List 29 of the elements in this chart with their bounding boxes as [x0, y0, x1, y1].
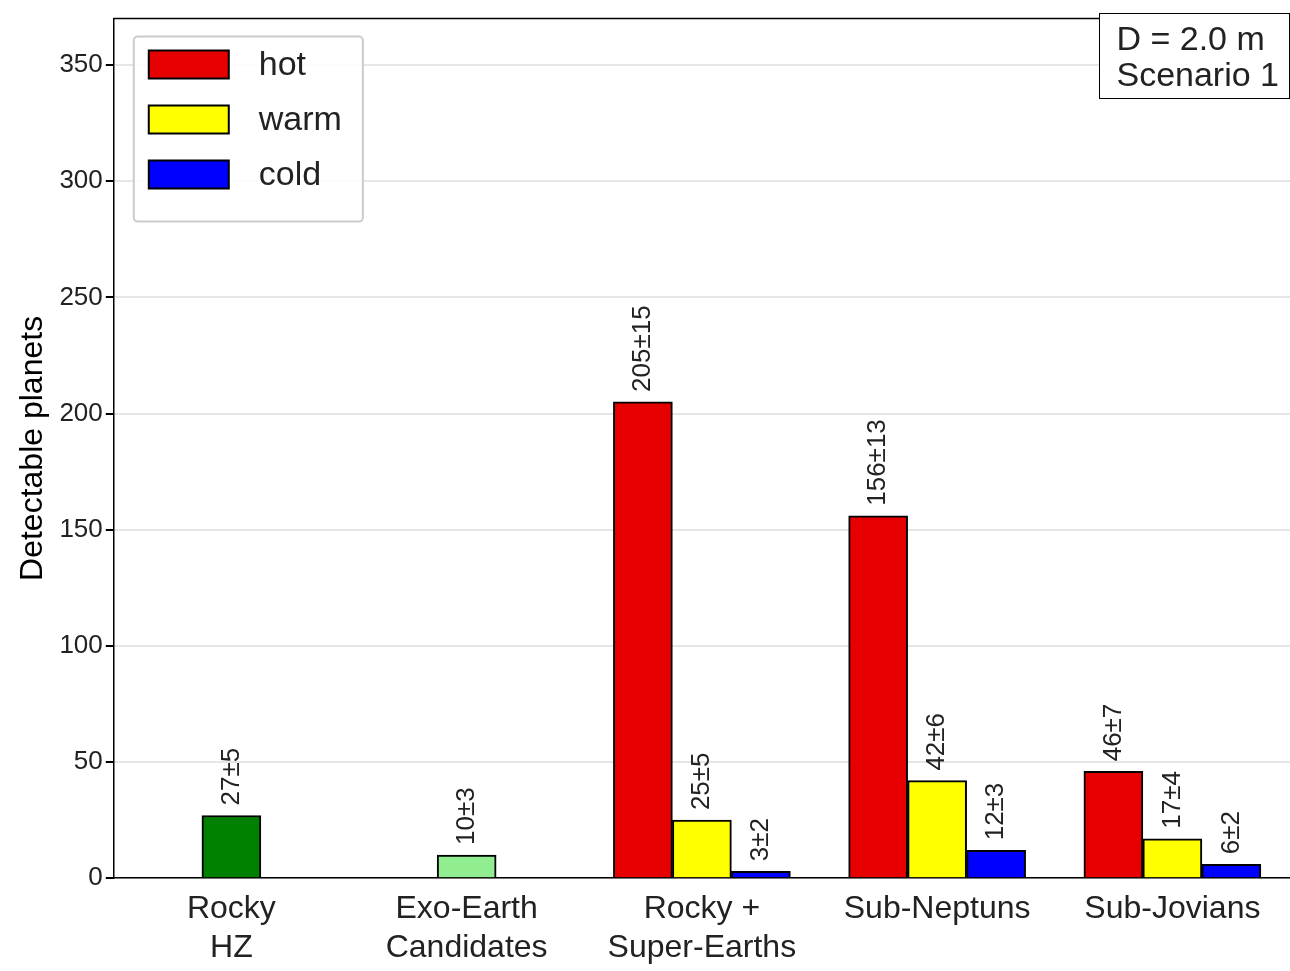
y-tick-label: 0 — [88, 861, 103, 892]
legend-label: hot — [258, 43, 307, 82]
data-label: 10±3 — [449, 787, 480, 845]
y-tick-label: 150 — [59, 512, 103, 543]
legend-label: cold — [258, 153, 322, 192]
x-tick-label: Rocky + Super-Earths — [607, 889, 797, 964]
data-label: 25±5 — [685, 752, 716, 811]
legend-label: warm — [257, 98, 342, 137]
data-label: 205±15 — [626, 305, 657, 392]
annotation: D = 2.0 m Scenario 1 — [1099, 13, 1290, 99]
x-tick-label: Sub-Neptuns — [843, 889, 1031, 926]
data-label: 156±13 — [861, 419, 892, 506]
x-tick-label: Sub-Jovians — [1084, 889, 1261, 926]
y-tick-label: 50 — [73, 745, 103, 776]
y-tick-label: 200 — [59, 396, 103, 427]
x-tick-label: Exo-Earth Candidates — [385, 889, 548, 964]
data-label: 6±2 — [1214, 811, 1245, 855]
data-label: 17±4 — [1155, 771, 1186, 829]
x-tick-label: Rocky HZ — [186, 889, 276, 964]
y-tick-label: 100 — [59, 629, 103, 660]
y-axis-title: Detectable planets — [13, 315, 50, 581]
y-tick-label: 350 — [59, 48, 103, 79]
data-label: 27±5 — [214, 747, 245, 806]
data-label: 46±7 — [1096, 703, 1127, 762]
data-label: 12±3 — [979, 782, 1010, 841]
data-label: 3±2 — [744, 818, 775, 862]
y-tick-label: 250 — [59, 280, 103, 311]
y-tick-label: 300 — [59, 164, 103, 195]
data-label: 42±6 — [920, 712, 951, 771]
